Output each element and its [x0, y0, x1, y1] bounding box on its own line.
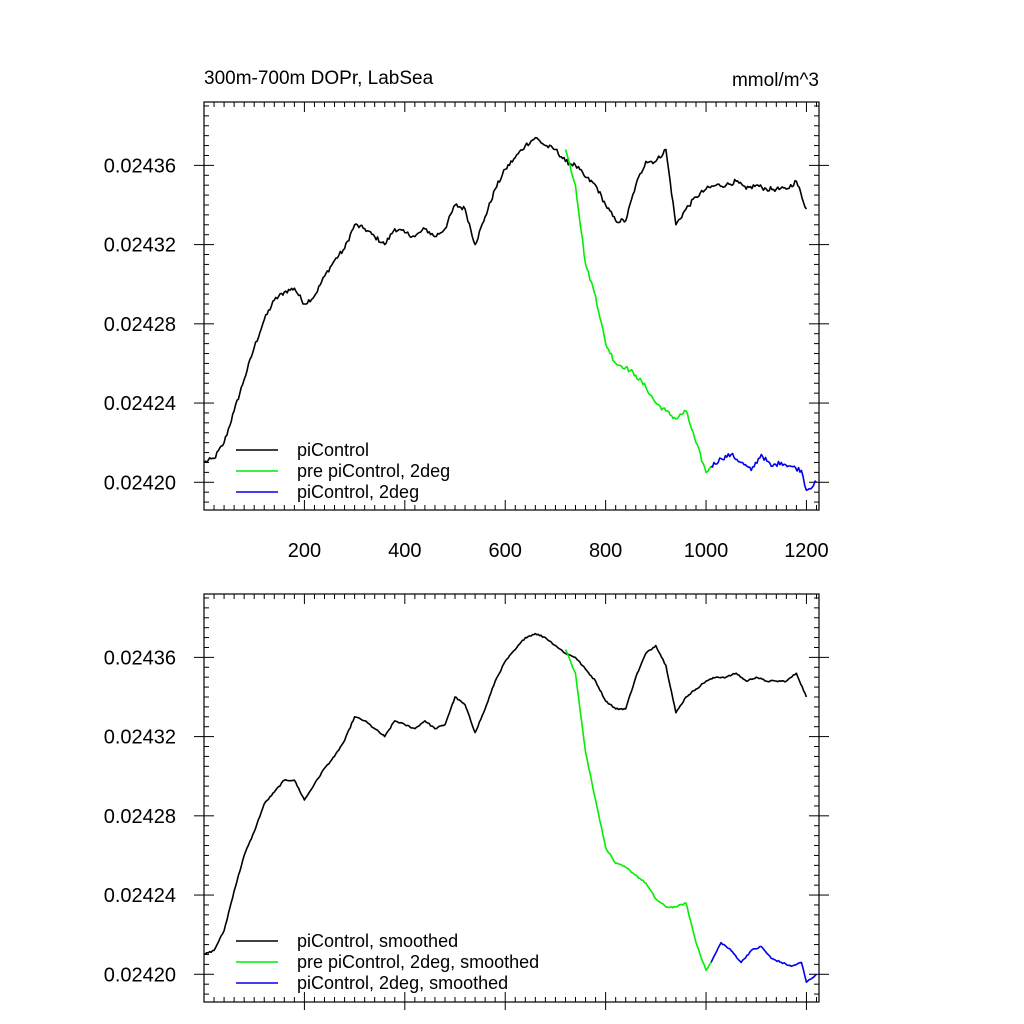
y-tick-label: 0.02424	[104, 393, 176, 415]
x-tick-label: 1200	[784, 540, 829, 562]
legend-label: pre piControl, 2deg	[297, 461, 450, 481]
x-tick-label: 200	[288, 540, 321, 562]
y-tick-label: 0.02424	[104, 885, 176, 907]
y-tick-label: 0.02428	[104, 806, 176, 828]
plot-frame-top	[203, 101, 820, 511]
legend-label: piControl	[297, 440, 369, 460]
panel-top: 300m-700m DOPr, LabSea mmol/m^3 200 400 60…	[104, 68, 829, 562]
x-tick-label: 1000	[684, 540, 729, 562]
y-tick-label: 0.02432	[104, 727, 176, 749]
plot-area-top: 200 400 600 800 1000 1200 0.02420 0.02424 0.0242…	[104, 102, 829, 562]
y-tick-label: 0.02428	[104, 314, 176, 336]
plot-area-bottom: 0.02420 0.02424 0.02428 0.02432 0.02436 piCon…	[104, 594, 829, 1010]
legend-label: pre piControl, 2deg, smoothed	[297, 952, 539, 972]
legend-label: piControl, smoothed	[297, 931, 458, 951]
y-tick-label: 0.02436	[104, 647, 176, 669]
y-tick-label: 0.02432	[104, 235, 176, 257]
series-line-2	[564, 149, 712, 474]
panel-bottom: 0.02420 0.02424 0.02428 0.02432 0.02436 piCon…	[104, 593, 829, 1010]
y-tick-label: 0.02420	[104, 472, 176, 494]
legend-label: piControl, 2deg	[297, 482, 419, 502]
legend-label: piControl, 2deg, smoothed	[297, 973, 508, 993]
series-line-1	[203, 136, 808, 464]
y-tick-label: 0.02420	[104, 964, 176, 986]
x-tick-label: 400	[388, 540, 421, 562]
series-line-1	[203, 632, 808, 956]
chart-title: 300m-700m DOPr, LabSea	[204, 68, 434, 89]
y-tick-label: 0.02436	[104, 155, 176, 177]
x-tick-label: 800	[589, 540, 622, 562]
series-line-2	[564, 649, 712, 972]
x-tick-label: 600	[489, 540, 522, 562]
units-label: mmol/m^3	[732, 70, 819, 91]
series-line-3	[710, 941, 818, 983]
plot-frame-bottom	[203, 593, 820, 1003]
series-line-3	[710, 452, 818, 491]
